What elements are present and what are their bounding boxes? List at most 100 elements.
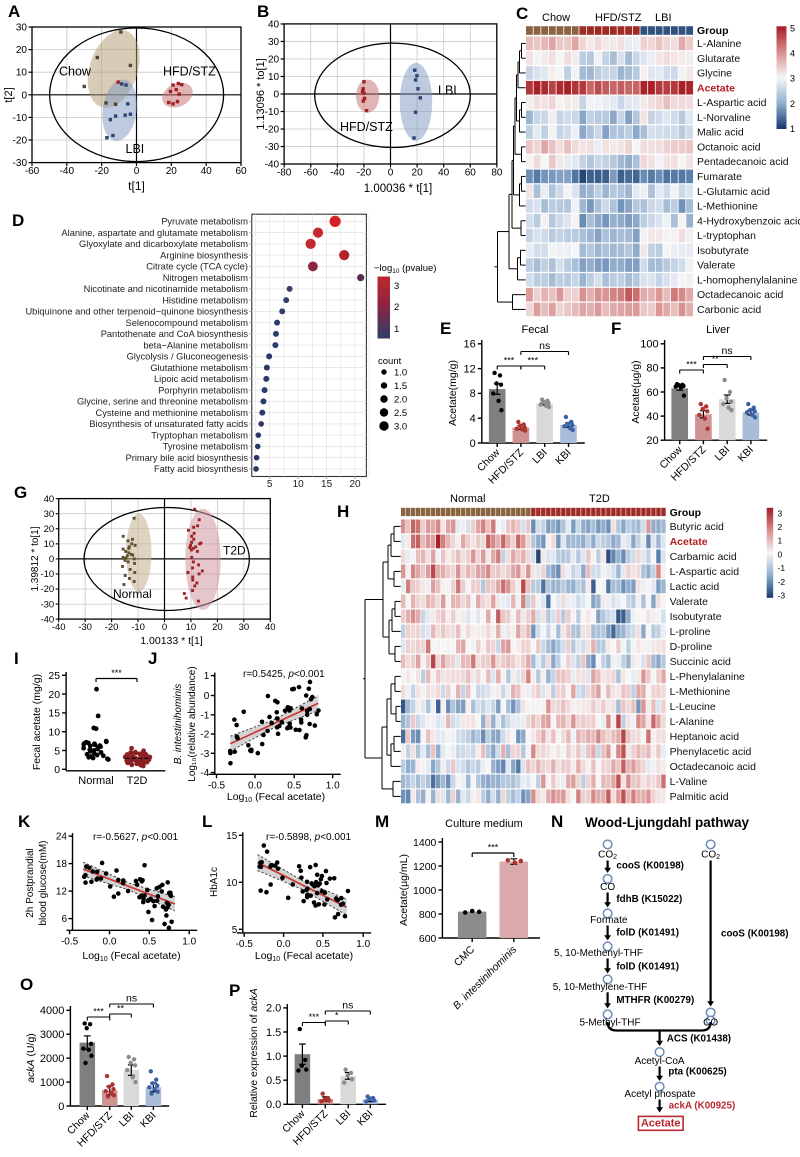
svg-text:Fatty acid biosynthesis: Fatty acid biosynthesis	[154, 464, 248, 474]
svg-text:40: 40	[44, 494, 55, 505]
svg-text:L-Valine: L-Valine	[670, 776, 708, 788]
svg-text:T2D: T2D	[127, 775, 148, 787]
svg-text:15: 15	[321, 479, 333, 490]
svg-text:80: 80	[491, 168, 503, 179]
svg-text:60: 60	[235, 166, 247, 177]
svg-text:Lipoic acid metabolism: Lipoic acid metabolism	[154, 374, 248, 384]
svg-text:4: 4	[790, 49, 795, 59]
svg-text:0: 0	[49, 554, 54, 565]
svg-text:Normal: Normal	[78, 775, 113, 787]
svg-text:25: 25	[48, 670, 60, 682]
svg-text:G: G	[14, 483, 27, 502]
svg-text:Liver: Liver	[706, 324, 730, 336]
svg-text:***: ***	[488, 843, 499, 853]
svg-text:ACS (K01438): ACS (K01438)	[667, 1034, 731, 1045]
svg-text:2.0: 2.0	[394, 395, 407, 406]
svg-text:1.00036 * t[1]: 1.00036 * t[1]	[364, 183, 432, 195]
svg-text:40: 40	[268, 20, 280, 31]
svg-text:600: 600	[419, 933, 437, 945]
svg-text:HFD/STZ: HFD/STZ	[340, 120, 393, 134]
svg-text:t[1]: t[1]	[128, 179, 145, 193]
svg-text:2.0: 2.0	[266, 1003, 281, 1015]
svg-text:-1: -1	[778, 563, 786, 573]
svg-text:20: 20	[412, 168, 424, 179]
svg-text:Heptanoic acid: Heptanoic acid	[670, 731, 740, 743]
svg-text:L-Methionine: L-Methionine	[670, 686, 731, 698]
svg-text:-30: -30	[78, 622, 92, 633]
svg-text:0: 0	[58, 1101, 64, 1113]
svg-text:-0.5: -0.5	[208, 780, 226, 791]
svg-text:20: 20	[48, 689, 60, 701]
svg-text:1: 1	[790, 124, 795, 134]
svg-text:Acetate(mg/g): Acetate(mg/g)	[447, 360, 459, 426]
svg-text:2000: 2000	[40, 1053, 64, 1065]
svg-text:HbA1c: HbA1c	[209, 867, 220, 897]
svg-text:24: 24	[56, 832, 68, 843]
svg-text:1.0: 1.0	[326, 780, 340, 791]
svg-text:Octanoic acid: Octanoic acid	[697, 141, 761, 153]
svg-text:-10: -10	[265, 107, 280, 118]
svg-text:-80: -80	[277, 168, 292, 179]
svg-text:10: 10	[186, 622, 197, 633]
svg-text:-40: -40	[265, 160, 280, 171]
svg-text:0.0: 0.0	[277, 939, 291, 950]
svg-text:0.5: 0.5	[316, 939, 330, 950]
svg-text:12: 12	[56, 887, 68, 898]
svg-text:2h Postprandial: 2h Postprandial	[25, 848, 36, 918]
svg-text:20: 20	[212, 622, 223, 633]
svg-text:B: B	[257, 2, 269, 21]
svg-text:L-Alanine: L-Alanine	[697, 38, 742, 50]
svg-text:HFD/STZ: HFD/STZ	[595, 12, 642, 24]
svg-text:0: 0	[274, 90, 280, 101]
svg-text:5: 5	[267, 479, 273, 490]
svg-text:0.5: 0.5	[266, 1075, 281, 1087]
svg-text:30: 30	[44, 509, 55, 520]
svg-text:10: 10	[268, 72, 280, 83]
svg-text:Tryptophan metabolism: Tryptophan metabolism	[151, 430, 248, 440]
svg-text:2: 2	[790, 99, 795, 109]
svg-text:-0.5: -0.5	[236, 939, 254, 950]
svg-text:1: 1	[778, 536, 783, 546]
svg-text:Glycine: Glycine	[697, 68, 732, 80]
svg-text:1: 1	[394, 324, 399, 335]
svg-text:1.00133 * t[1]: 1.00133 * t[1]	[140, 635, 203, 647]
svg-text:r=-0.5898, p<0.001: r=-0.5898, p<0.001	[266, 832, 352, 843]
svg-text:Acetate: Acetate	[697, 82, 735, 94]
svg-text:100: 100	[640, 339, 658, 351]
svg-text:-40: -40	[60, 166, 75, 177]
svg-text:5, 10-Methenyl-THF: 5, 10-Methenyl-THF	[554, 948, 643, 959]
svg-text:2.5: 2.5	[394, 408, 407, 419]
svg-text:M: M	[375, 812, 389, 831]
svg-text:0: 0	[778, 549, 783, 559]
svg-text:t[2]: t[2]	[3, 87, 15, 102]
svg-text:-30: -30	[265, 142, 280, 153]
svg-text:-4: -4	[200, 768, 209, 779]
svg-text:1000: 1000	[40, 1077, 64, 1089]
svg-text:Glutarate: Glutarate	[697, 53, 740, 65]
svg-text:30: 30	[268, 37, 280, 48]
svg-text:T2D: T2D	[589, 493, 610, 505]
svg-text:40: 40	[646, 411, 658, 423]
svg-text:fdhB (K15022): fdhB (K15022)	[616, 894, 682, 905]
svg-text:1.0: 1.0	[266, 1051, 281, 1063]
svg-text:***: ***	[528, 356, 539, 366]
svg-text:blood glucose(mM): blood glucose(mM)	[38, 840, 49, 925]
svg-text:30: 30	[16, 23, 28, 34]
svg-text:***: ***	[504, 356, 515, 366]
svg-text:CO: CO	[600, 882, 615, 893]
svg-text:5: 5	[232, 925, 238, 936]
svg-text:-2: -2	[778, 577, 786, 587]
svg-text:5: 5	[790, 24, 795, 34]
svg-text:0: 0	[162, 622, 167, 633]
svg-text:L-Aspartic acid: L-Aspartic acid	[697, 97, 767, 109]
svg-text:Histidine metabolism: Histidine metabolism	[162, 295, 248, 305]
svg-text:1.5: 1.5	[394, 381, 407, 392]
svg-text:10: 10	[48, 727, 60, 739]
svg-text:Wood-Ljungdahl pathway: Wood-Ljungdahl pathway	[585, 815, 749, 830]
svg-text:N: N	[551, 812, 563, 831]
svg-text:Culture medium: Culture medium	[445, 818, 523, 830]
svg-text:LBI: LBI	[438, 84, 457, 98]
svg-text:Log10 (Fecal acetate): Log10 (Fecal acetate)	[227, 791, 325, 804]
svg-text:0: 0	[204, 691, 210, 702]
svg-text:***: ***	[686, 360, 697, 370]
